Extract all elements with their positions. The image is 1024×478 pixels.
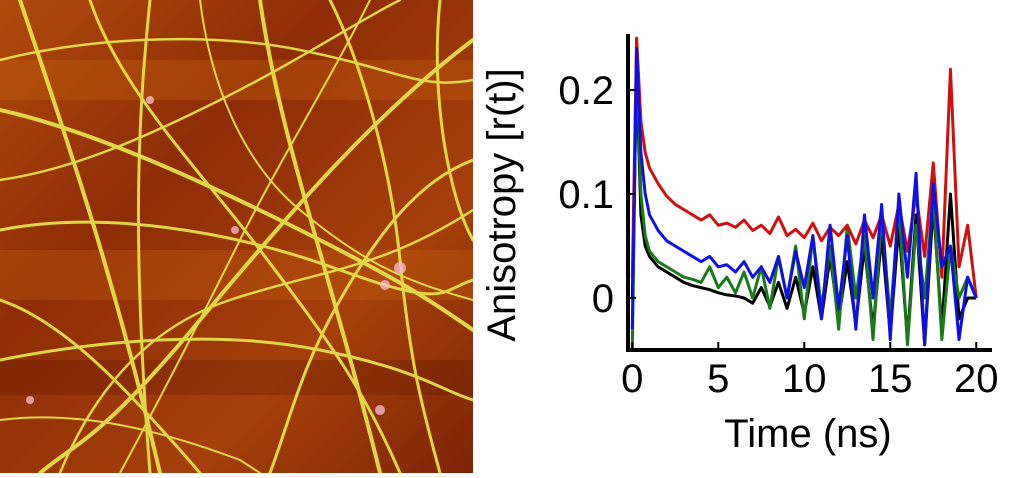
x-tick-label: 5 bbox=[707, 357, 729, 401]
x-tick-label: 0 bbox=[621, 357, 643, 401]
y-tick-label: 0.2 bbox=[558, 69, 614, 113]
x-tick-label: 20 bbox=[954, 357, 999, 401]
afm-image bbox=[0, 0, 473, 473]
series-line bbox=[630, 36, 978, 299]
chart: Anisotropy [r(t)] Time (ns) 0 0.1 0.2 0 5 10 1… bbox=[480, 34, 998, 456]
x-tick-label: 10 bbox=[782, 357, 827, 401]
x-axis-label: Time (ns) bbox=[724, 412, 891, 456]
y-axis-label: Anisotropy [r(t)] bbox=[480, 68, 524, 341]
plot-area bbox=[630, 36, 978, 350]
y-tick-label: 0.1 bbox=[558, 173, 614, 217]
x-tick-label: 15 bbox=[868, 357, 913, 401]
series-line bbox=[630, 67, 977, 347]
series-line bbox=[630, 46, 978, 350]
y-tick-label: 0 bbox=[592, 277, 614, 321]
series-line bbox=[630, 46, 978, 347]
ticks: 0 0.1 0.2 0 5 10 15 20 bbox=[558, 69, 998, 401]
